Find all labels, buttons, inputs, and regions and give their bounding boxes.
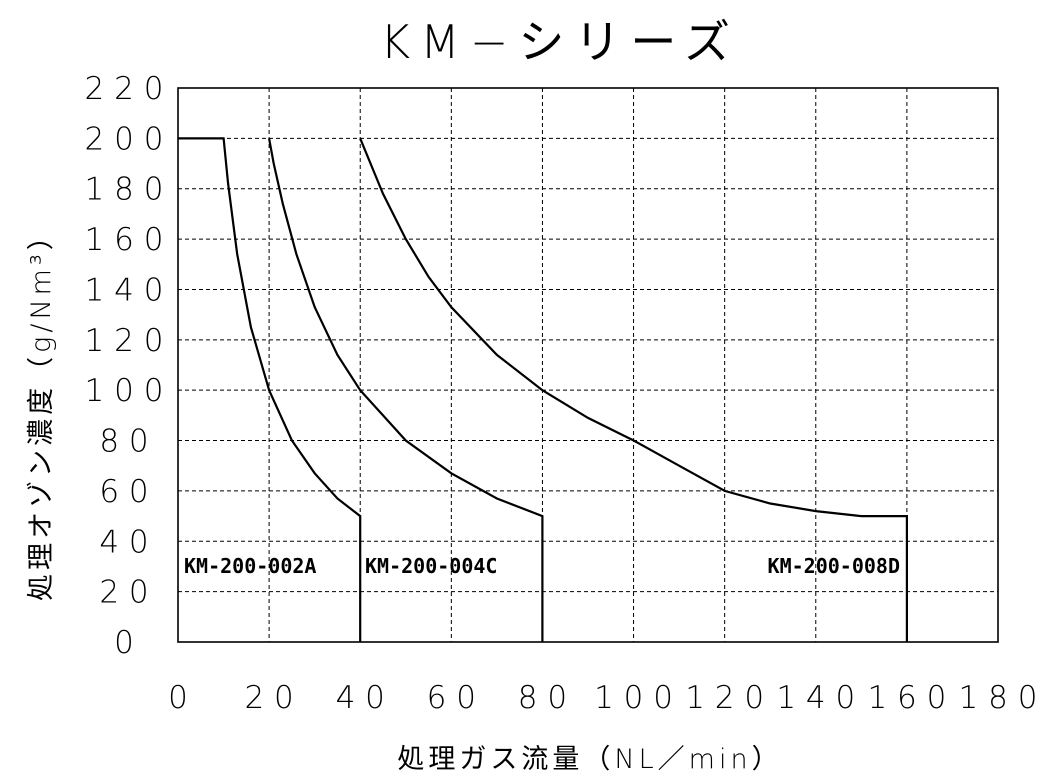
y-tick-label: 1 6 0 bbox=[85, 222, 164, 258]
x-tick-label: 1 6 0 bbox=[867, 680, 946, 716]
x-tick-label: 2 0 bbox=[244, 680, 293, 716]
x-tick-label: 1 0 0 bbox=[594, 680, 673, 716]
y-tick-label: 2 0 bbox=[99, 575, 148, 611]
y-tick-label: 4 0 bbox=[99, 524, 148, 560]
series-line-km-200-004c bbox=[268, 138, 544, 642]
y-tick-label: 1 0 0 bbox=[85, 373, 164, 409]
x-tick-label: 1 4 0 bbox=[776, 680, 855, 716]
series-label: KM-200-008D bbox=[768, 554, 900, 578]
chart-title: KM−シリーズ bbox=[380, 15, 740, 69]
grid-lines bbox=[178, 88, 998, 642]
y-tick-label: 1 4 0 bbox=[85, 272, 164, 308]
series-line-km-200-008d bbox=[359, 137, 909, 642]
y-tick-label: 1 8 0 bbox=[85, 172, 164, 208]
y-tick-label: 2 0 0 bbox=[85, 121, 164, 157]
y-tick-label: 2 2 0 bbox=[85, 71, 164, 107]
y-axis-ticks: 0 2 0 4 0 6 0 8 0 1 0 0 1 2 0 1 4 0 1 6 0 1 8 0 2 … bbox=[85, 71, 164, 661]
series-line-km-200-002a bbox=[178, 137, 362, 642]
series-label: KM-200-002A bbox=[184, 554, 316, 578]
x-tick-label: 6 0 bbox=[427, 680, 476, 716]
y-axis-label: 処理オゾン濃度（g/Nm³） bbox=[26, 219, 57, 601]
x-tick-label: 1 2 0 bbox=[685, 680, 764, 716]
y-tick-label: 0 bbox=[114, 625, 134, 661]
x-axis-ticks: 0 2 0 4 0 6 0 8 0 1 0 0 1 2 0 1 4 0 1 6 0 1 8 0 bbox=[168, 680, 1037, 716]
y-tick-label: 8 0 bbox=[99, 424, 148, 460]
x-tick-label: 1 8 0 bbox=[959, 680, 1038, 716]
series-label: KM-200-004C bbox=[365, 554, 497, 578]
x-tick-label: 4 0 bbox=[336, 680, 385, 716]
plot-frame bbox=[177, 87, 999, 643]
series-labels: KM-200-002A KM-200-004C KM-200-008D bbox=[184, 554, 900, 578]
y-tick-label: 6 0 bbox=[99, 474, 148, 510]
x-tick-label: 8 0 bbox=[518, 680, 567, 716]
y-tick-label: 1 2 0 bbox=[85, 323, 164, 359]
series-curves bbox=[178, 137, 909, 642]
x-tick-label: 0 bbox=[168, 680, 188, 716]
x-axis-label: 処理ガス流量（NL／min） bbox=[397, 744, 782, 775]
